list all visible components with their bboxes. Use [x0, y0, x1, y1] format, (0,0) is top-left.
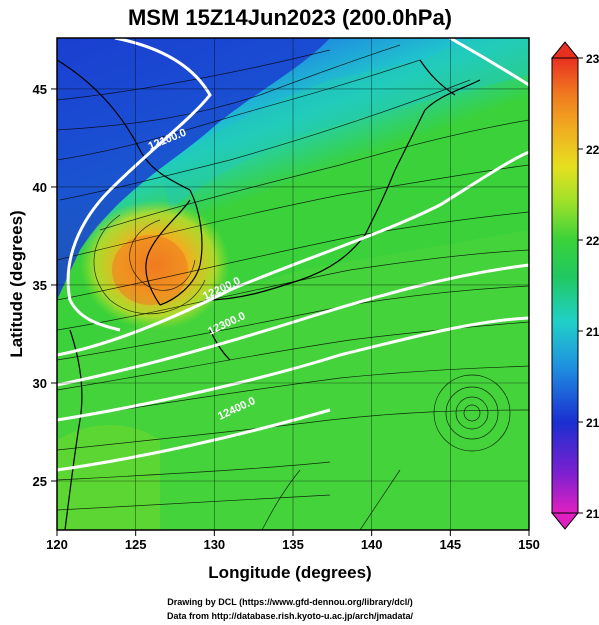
- colorbar-top-arrow: [550, 41, 580, 59]
- x-tick-label: 135: [282, 537, 304, 552]
- x-axis: 120 125 130 135 140 145 150: [46, 530, 540, 552]
- contour-12400: [57, 316, 529, 422]
- colorbar-tick-label: 210: [586, 507, 599, 521]
- x-tick-label: 140: [361, 537, 383, 552]
- credit-line-1: Drawing by DCL (https://www.gfd-dennou.o…: [167, 597, 413, 607]
- x-tick-label: 120: [46, 537, 68, 552]
- y-tick-label: 30: [33, 376, 47, 391]
- colorbar-gradient: [551, 57, 579, 514]
- colorbar-tick-label: 226: [586, 143, 599, 157]
- contour-12100: [66, 38, 212, 332]
- y-tick-label: 25: [33, 474, 47, 489]
- chart-title: MSM 15Z14Jun2023 (200.0hPa): [128, 5, 452, 30]
- grid-lines: [57, 38, 529, 530]
- y-tick-label: 35: [33, 278, 47, 293]
- credit-line-2: Data from http://database.rish.kyoto-u.a…: [167, 611, 414, 621]
- colorbar-tick-label: 222: [586, 234, 599, 248]
- colorbar-tick-label: 230: [586, 52, 599, 66]
- contours: [57, 38, 529, 472]
- x-tick-label: 125: [125, 537, 147, 552]
- y-tick-label: 45: [33, 82, 47, 97]
- x-tick-label: 150: [518, 537, 540, 552]
- colorbar-tick-label: 218: [586, 325, 599, 339]
- cold-region: [57, 38, 330, 300]
- colorbar-bottom-arrow: [550, 512, 580, 530]
- colorbar-tick-label: 214: [586, 416, 599, 430]
- x-tick-label: 130: [203, 537, 225, 552]
- x-tick-label: 145: [439, 537, 461, 552]
- colorbar: 210 214 218 222 226 230: [550, 41, 599, 530]
- streamlines: [57, 44, 529, 530]
- contour-12300: [57, 263, 529, 387]
- y-tick-label: 40: [33, 180, 47, 195]
- x-axis-label: Longitude (degrees): [208, 563, 371, 582]
- colorbar-ticks: 210 214 218 222 226 230: [578, 52, 599, 521]
- contour-12200: [57, 150, 529, 357]
- y-axis: 25 30 35 40 45: [33, 82, 57, 489]
- y-axis-label: Latitude (degrees): [7, 210, 26, 357]
